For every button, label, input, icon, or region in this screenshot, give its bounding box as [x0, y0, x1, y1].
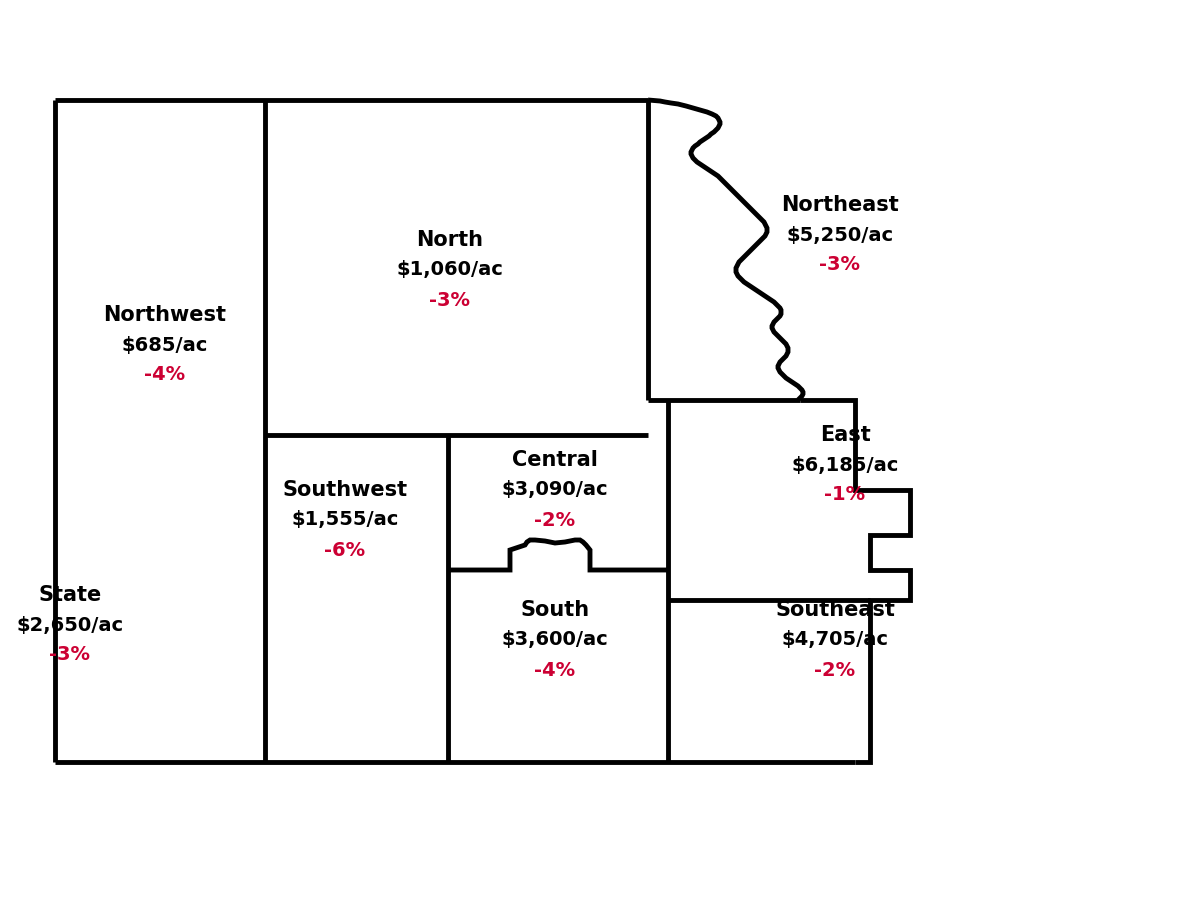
Text: $5,250/ac: $5,250/ac [786, 225, 894, 244]
Text: East: East [820, 425, 870, 445]
Text: Southeast: Southeast [775, 600, 895, 620]
Text: State: State [38, 585, 102, 605]
Text: $2,650/ac: $2,650/ac [17, 615, 124, 635]
Text: -2%: -2% [815, 661, 856, 680]
Text: South: South [521, 600, 589, 620]
Text: $3,600/ac: $3,600/ac [502, 630, 608, 649]
Text: $1,060/ac: $1,060/ac [396, 260, 504, 279]
Text: Southwest: Southwest [282, 480, 408, 500]
Text: $6,185/ac: $6,185/ac [791, 455, 899, 474]
Text: Central: Central [512, 450, 598, 470]
Text: -1%: -1% [824, 486, 865, 505]
Bar [56, 100, 264, 761]
Text: $4,705/ac: $4,705/ac [781, 630, 888, 649]
Text: -4%: -4% [144, 365, 186, 384]
Text: -3%: -3% [430, 290, 470, 310]
Text: -3%: -3% [49, 646, 90, 665]
Text: $3,090/ac: $3,090/ac [502, 480, 608, 499]
Text: -4%: -4% [534, 661, 576, 680]
Text: -2%: -2% [534, 510, 576, 530]
Text: -6%: -6% [324, 541, 366, 559]
Text: -3%: -3% [820, 256, 860, 275]
Text: North: North [416, 230, 484, 250]
Text: $1,555/ac: $1,555/ac [292, 510, 398, 530]
Text: Northeast: Northeast [781, 195, 899, 215]
Text: Northwest: Northwest [103, 305, 227, 325]
Text: $685/ac: $685/ac [122, 336, 208, 355]
